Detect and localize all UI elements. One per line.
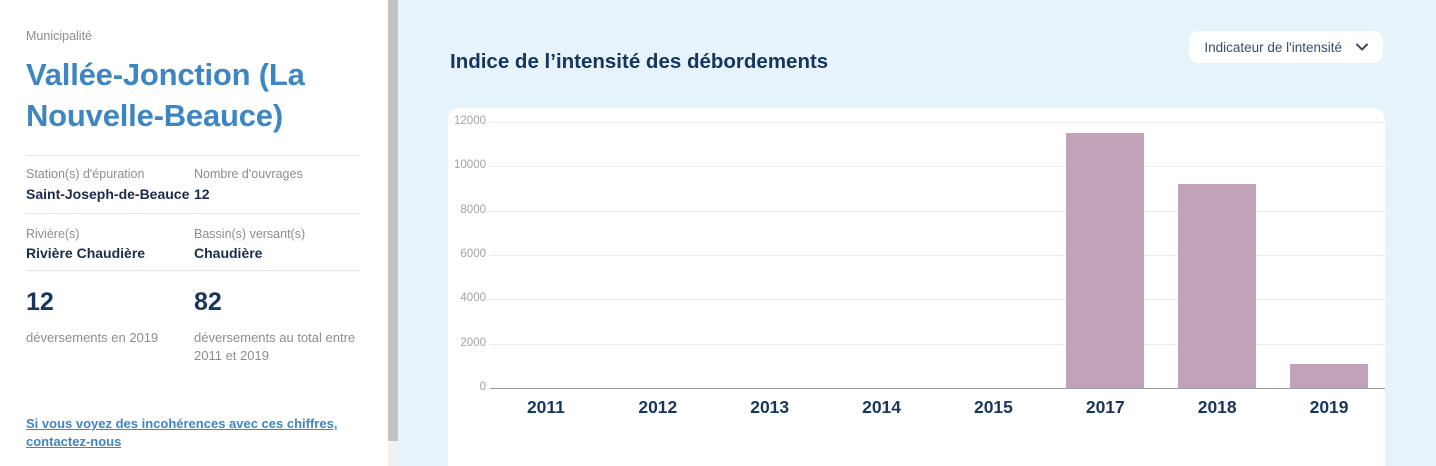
station-field-label: Station(s) d'épuration xyxy=(26,167,145,181)
y-axis-tick-label: 12000 xyxy=(454,115,486,127)
structures-field-value: 12 xyxy=(194,186,210,202)
chart-panel: Indice de l’intensité des débordements I… xyxy=(398,0,1436,466)
x-axis-tick-label: 2018 xyxy=(1197,397,1237,417)
x-axis-tick-label: 2017 xyxy=(1085,397,1125,417)
gridline xyxy=(490,122,1385,123)
x-axis-tick-label: 2015 xyxy=(973,397,1013,417)
structures-field-label: Nombre d'ouvrages xyxy=(194,167,303,181)
y-axis-tick-label: 6000 xyxy=(460,248,486,260)
municipality-label: Municipalité xyxy=(26,29,93,43)
river-field-value: Rivière Chaudière xyxy=(26,245,146,261)
gridline xyxy=(490,210,1385,212)
spills-total-label: déversements au total entre 2011 et 2019 xyxy=(194,330,356,363)
x-axis-tick-label: 2019 xyxy=(1309,397,1349,417)
station-field-value: Saint-Joseph-de-Beauce xyxy=(26,186,190,202)
gridline xyxy=(490,255,1385,256)
municipality-title: Vallée-Jonction (La Nouvelle-Beauce) xyxy=(26,57,305,133)
y-axis-tick-label: 10000 xyxy=(454,159,486,172)
watershed-field-label: Bassin(s) versant(s) xyxy=(194,227,306,241)
scrollbar-thumb[interactable] xyxy=(388,0,398,441)
x-axis-tick-label: 2011 xyxy=(526,397,565,417)
y-axis-tick-label: 2000 xyxy=(460,336,486,349)
divider xyxy=(26,270,360,271)
gridline xyxy=(490,343,1385,345)
y-axis-tick-label: 0 xyxy=(479,381,486,393)
gridline xyxy=(490,299,1385,301)
chart-title: Indice de l’intensité des débordements xyxy=(450,50,829,73)
watershed-field-value: Chaudière xyxy=(194,245,263,261)
bar-2019[interactable] xyxy=(1290,363,1369,388)
intensity-indicator-select[interactable]: Indicateur de l'intensité xyxy=(1189,31,1383,63)
bar-2017[interactable] xyxy=(1066,133,1145,388)
spills-2019-value: 12 xyxy=(26,288,54,316)
report-inconsistency-link[interactable]: Si vous voyez des incohérences avec ces … xyxy=(26,416,338,449)
spills-total-value: 82 xyxy=(194,288,222,316)
indicator-select-value: Indicateur de l'intensité xyxy=(1204,39,1342,55)
x-axis-tick-label: 2014 xyxy=(862,397,902,417)
bar-chart: 0 2000 4000 6000 8000 10000 12000 2011 2012 2013 2… xyxy=(448,108,1385,466)
x-axis-line xyxy=(490,388,1385,389)
vertical-scrollbar[interactable] xyxy=(388,0,398,466)
spills-2019-label: déversements en 2019 xyxy=(26,330,159,345)
chevron-down-icon xyxy=(1356,43,1368,51)
municipality-panel: Municipalité Vallée-Jonction (La Nouvell… xyxy=(0,0,388,466)
river-field-label: Rivière(s) xyxy=(26,227,80,241)
bar-2018[interactable] xyxy=(1178,184,1257,388)
y-axis-tick-label: 8000 xyxy=(460,203,486,216)
y-axis-tick-label: 4000 xyxy=(460,292,486,305)
divider xyxy=(26,155,360,156)
x-axis-tick-label: 2013 xyxy=(750,397,790,417)
x-axis-tick-label: 2012 xyxy=(638,397,678,417)
divider xyxy=(26,213,360,214)
gridline xyxy=(490,166,1385,168)
